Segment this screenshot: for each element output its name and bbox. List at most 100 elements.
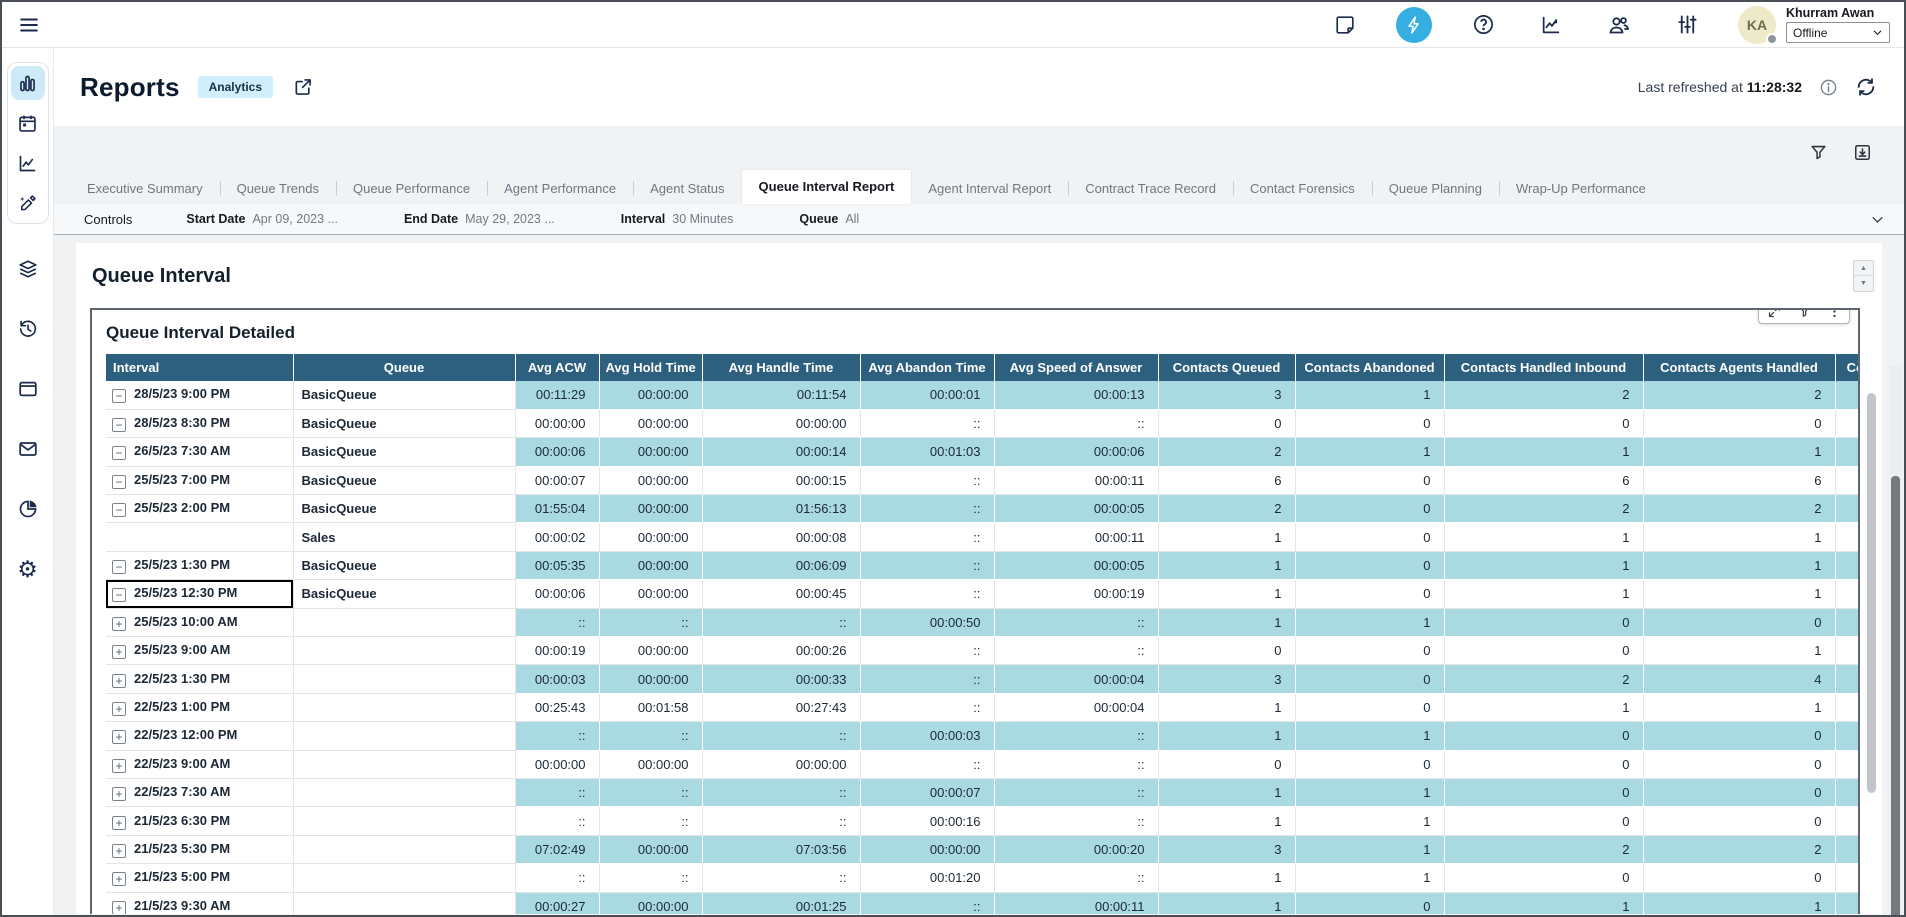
value-cell[interactable]: 00:01:20 [860, 863, 995, 893]
spinner-up-icon[interactable]: ▲ [1854, 261, 1873, 276]
value-cell[interactable]: 1 [1158, 551, 1296, 581]
value-cell[interactable]: 0 [1158, 636, 1296, 666]
calendar-icon[interactable] [11, 106, 45, 140]
value-cell[interactable]: 00:00:45 [702, 579, 861, 609]
value-cell[interactable]: 00:00:20 [994, 835, 1159, 865]
tab-agent-interval-report[interactable]: Agent Interval Report [928, 181, 1052, 196]
value-cell[interactable]: 2 [1643, 494, 1836, 524]
value-cell[interactable]: 1 [1295, 778, 1445, 808]
value-cell[interactable]: 00:00:00 [599, 551, 703, 581]
value-cell[interactable]: 0 [1643, 806, 1836, 836]
value-cell[interactable]: 2 [1643, 835, 1836, 865]
expand-row-icon[interactable]: + [112, 616, 126, 631]
value-cell[interactable]: 00:00:04 [994, 664, 1159, 694]
mail-icon[interactable] [11, 432, 45, 466]
value-cell[interactable]: :: [599, 778, 703, 808]
controls-chevron-down-icon[interactable] [1864, 208, 1890, 230]
value-cell[interactable]: 00:00:19 [994, 579, 1159, 609]
value-cell[interactable]: :: [515, 806, 600, 836]
value-cell[interactable]: 0 [1295, 409, 1445, 439]
value-cell[interactable]: 0 [1643, 863, 1836, 893]
interval-cell[interactable]: −25/5/23 2:00 PM [106, 494, 294, 524]
expand-row-icon[interactable]: + [112, 815, 126, 830]
collapse-icon[interactable]: − [112, 389, 126, 404]
expand-row-icon[interactable]: + [112, 645, 126, 660]
interval-cell[interactable]: +22/5/23 1:00 PM [106, 693, 294, 723]
value-cell[interactable]: 1 [1444, 892, 1644, 914]
interval-cell[interactable]: −25/5/23 1:30 PM [106, 551, 294, 581]
value-cell[interactable]: :: [994, 608, 1159, 638]
interval-cell[interactable]: +22/5/23 7:30 AM [106, 778, 294, 808]
value-cell[interactable]: 00:00:11 [994, 466, 1159, 496]
value-cell[interactable]: 1 [1295, 863, 1445, 893]
value-cell[interactable]: 1 [1158, 579, 1296, 609]
queue-cell[interactable]: BasicQueue [293, 437, 516, 467]
gear-icon[interactable]: ⚙ [11, 552, 45, 586]
spinner-down-icon[interactable]: ▼ [1854, 276, 1873, 291]
tab-queue-interval-report[interactable]: Queue Interval Report [741, 170, 912, 204]
queue-cell[interactable] [293, 608, 516, 638]
column-header-avg-abandon-time[interactable]: Avg Abandon Time [859, 354, 994, 381]
value-cell[interactable]: 00:00:06 [994, 437, 1159, 467]
tab-executive-summary[interactable]: Executive Summary [87, 181, 203, 196]
tab-wrap-up-performance[interactable]: Wrap-Up Performance [1499, 174, 1663, 204]
expand-row-icon[interactable]: + [112, 843, 126, 858]
value-cell[interactable]: 1 [1643, 892, 1836, 914]
filter-icon[interactable] [1806, 140, 1830, 164]
value-cell[interactable]: 0 [1444, 636, 1644, 666]
value-cell[interactable]: 00:00:00 [599, 750, 703, 779]
expand-row-icon[interactable]: + [112, 730, 126, 745]
value-cell[interactable]: 00:05:35 [515, 551, 600, 581]
value-cell[interactable]: :: [599, 608, 703, 638]
value-cell[interactable]: 01:56:13 [702, 494, 861, 524]
value-cell[interactable]: :: [860, 522, 995, 552]
value-cell[interactable]: 0 [1295, 466, 1445, 496]
value-cell[interactable]: :: [860, 693, 995, 723]
value-cell[interactable]: 00:01:03 [860, 437, 995, 467]
expand-row-icon[interactable]: + [112, 787, 126, 802]
value-cell[interactable]: 6 [1444, 466, 1644, 496]
value-cell[interactable]: 00:00:00 [599, 522, 703, 552]
value-cell[interactable]: 0 [1643, 721, 1836, 751]
value-cell[interactable]: 00:00:02 [515, 522, 600, 552]
control-end-date[interactable]: End Date May 29, 2023 ... [404, 212, 555, 226]
value-cell[interactable]: 00:00:00 [599, 437, 703, 467]
value-cell[interactable]: 00:00:07 [515, 466, 600, 496]
value-cell[interactable]: 1 [1444, 693, 1644, 723]
value-cell[interactable]: 00:00:16 [860, 806, 995, 836]
value-cell[interactable]: :: [702, 778, 861, 808]
value-cell[interactable]: 0 [1444, 778, 1644, 808]
queue-cell[interactable] [293, 664, 516, 694]
collapse-icon[interactable]: − [112, 503, 126, 518]
value-cell[interactable]: :: [515, 778, 600, 808]
info-icon[interactable] [1816, 75, 1840, 99]
line-chart-icon[interactable] [11, 146, 45, 180]
queue-cell[interactable]: BasicQueue [293, 381, 516, 410]
value-cell[interactable]: 00:11:54 [702, 381, 861, 410]
value-cell[interactable]: 01:55:04 [515, 494, 600, 524]
value-cell[interactable]: 00:00:00 [599, 835, 703, 865]
value-cell[interactable]: :: [702, 863, 861, 893]
interval-cell[interactable]: −26/5/23 7:30 AM [106, 437, 294, 467]
page-scrollbar[interactable] [1889, 366, 1902, 915]
value-cell[interactable]: 2 [1643, 381, 1836, 410]
more-options-icon[interactable] [1825, 310, 1843, 320]
refresh-icon[interactable] [1854, 75, 1878, 99]
value-cell[interactable]: 3 [1158, 381, 1296, 410]
export-icon[interactable] [1850, 140, 1874, 164]
visual-filter-icon[interactable] [1795, 310, 1813, 320]
queue-cell[interactable] [293, 721, 516, 751]
value-cell[interactable]: 1 [1158, 863, 1296, 893]
interval-cell[interactable]: +21/5/23 5:00 PM [106, 863, 294, 893]
value-cell[interactable]: 0 [1643, 778, 1836, 808]
help-icon[interactable] [1466, 8, 1500, 42]
value-cell[interactable]: 1 [1643, 437, 1836, 467]
collapse-icon[interactable]: − [112, 418, 126, 433]
value-cell[interactable]: :: [515, 863, 600, 893]
value-cell[interactable]: :: [994, 778, 1159, 808]
value-cell[interactable]: :: [994, 636, 1159, 666]
interval-cell[interactable]: +22/5/23 12:00 PM [106, 721, 294, 751]
value-cell[interactable]: 1 [1158, 522, 1296, 552]
expand-row-icon[interactable]: + [112, 701, 126, 716]
bar-chart-icon[interactable] [10, 66, 45, 100]
